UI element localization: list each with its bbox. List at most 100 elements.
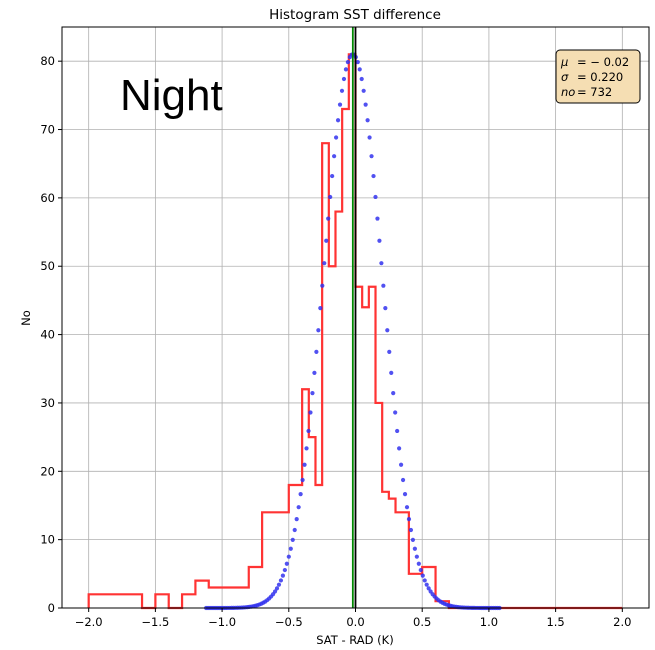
fit-point	[385, 328, 390, 333]
fit-point	[355, 59, 360, 65]
histogram-bin	[369, 287, 376, 608]
fit-point	[357, 67, 362, 72]
fit-point	[398, 462, 404, 467]
histogram-bin	[389, 499, 396, 608]
x-tick-label: 0.5	[413, 615, 431, 629]
y-tick-label: 0	[48, 601, 55, 615]
histogram-bin	[249, 567, 262, 608]
histogram-bin	[155, 594, 168, 608]
x-tick-label: −0.5	[275, 615, 303, 629]
histogram-bin	[309, 437, 316, 608]
fit-point	[369, 154, 374, 159]
histogram-bin	[329, 266, 336, 608]
fit-point	[337, 102, 343, 107]
histogram-bin	[89, 594, 142, 608]
fit-point	[341, 76, 347, 82]
fit-point	[395, 428, 400, 434]
histogram-bin	[289, 485, 302, 608]
fit-point	[379, 261, 384, 266]
fit-point	[312, 370, 317, 375]
y-tick-label: 60	[40, 191, 55, 205]
fit-point	[276, 582, 282, 587]
y-tick-label: 10	[40, 533, 55, 547]
fit-point	[280, 573, 286, 578]
histogram-series	[87, 53, 623, 610]
stats-mu-value: = − 0.02	[577, 55, 629, 69]
y-tick-label: 30	[40, 396, 55, 410]
fit-point	[391, 391, 396, 396]
histogram-bin	[209, 587, 249, 608]
histogram-bin	[262, 512, 289, 608]
fit-point	[418, 567, 423, 573]
fit-point	[290, 537, 295, 542]
fit-point	[296, 505, 301, 510]
vertical-lines	[351, 27, 357, 608]
fit-point	[383, 306, 388, 311]
fit-point	[306, 428, 311, 434]
fit-point	[420, 573, 425, 578]
x-tick-label: −2.0	[75, 615, 103, 629]
fit-point	[294, 517, 299, 522]
fit-point	[310, 391, 315, 396]
histogram-bin	[195, 581, 208, 608]
x-axis-label: SAT - RAD (K)	[316, 633, 393, 647]
fit-point	[314, 349, 319, 354]
stats-sigma-symbol: σ	[561, 70, 569, 84]
y-tick-label: 80	[40, 54, 55, 68]
fit-point	[367, 135, 372, 140]
fit-point	[408, 527, 414, 533]
fit-point	[308, 410, 313, 415]
fit-point	[288, 546, 293, 551]
x-axis-ticks: −2.0 −1.5 −1.0 −0.5 0.0 0.5 1.0 1.5 2.0	[75, 608, 631, 629]
stats-no-value: = 732	[577, 85, 612, 99]
fit-point	[339, 88, 345, 93]
y-tick-label: 40	[40, 328, 55, 342]
y-tick-label: 70	[40, 123, 55, 137]
fit-point	[402, 492, 408, 497]
fit-point	[426, 586, 431, 591]
fit-point	[332, 154, 337, 159]
fit-point	[326, 216, 331, 221]
fit-point	[387, 349, 392, 354]
fit-point	[322, 261, 327, 266]
fit-point	[422, 578, 427, 583]
fit-point	[304, 446, 309, 451]
fit-point	[371, 173, 376, 179]
chart-title: Histogram SST difference	[269, 7, 441, 23]
fit-point	[298, 492, 303, 497]
fit-point	[361, 88, 366, 93]
y-axis-label: No	[19, 310, 33, 326]
histogram-bin	[396, 512, 409, 608]
fit-point	[272, 589, 278, 594]
fit-point	[292, 527, 297, 533]
fit-point	[330, 173, 335, 179]
histogram-bin	[335, 212, 342, 608]
histogram-bin	[409, 574, 422, 608]
fit-point	[333, 135, 339, 140]
fit-point	[363, 102, 368, 107]
histogram-bin	[322, 143, 329, 608]
histogram-bin	[302, 389, 309, 608]
fit-point	[410, 537, 416, 542]
fit-point	[335, 118, 341, 123]
histogram-bin	[382, 492, 389, 608]
fit-point	[316, 328, 321, 333]
fit-point	[416, 561, 421, 566]
fit-point	[286, 554, 291, 559]
stats-sigma-value: = 0.220	[577, 70, 623, 84]
fit-point	[302, 462, 307, 467]
fit-point	[284, 561, 289, 566]
fit-point	[345, 59, 351, 65]
fit-point	[343, 67, 349, 72]
stats-mu-symbol: μ	[560, 55, 568, 69]
histogram-bin	[356, 287, 363, 608]
x-tick-label: 1.5	[546, 615, 564, 629]
fit-point	[278, 578, 284, 583]
y-tick-label: 50	[40, 259, 55, 273]
fit-point	[282, 567, 287, 573]
fit-point	[373, 194, 378, 200]
x-tick-label: −1.5	[141, 615, 169, 629]
fit-point	[375, 216, 380, 221]
histogram-bin	[376, 403, 383, 608]
fit-point	[318, 306, 323, 311]
